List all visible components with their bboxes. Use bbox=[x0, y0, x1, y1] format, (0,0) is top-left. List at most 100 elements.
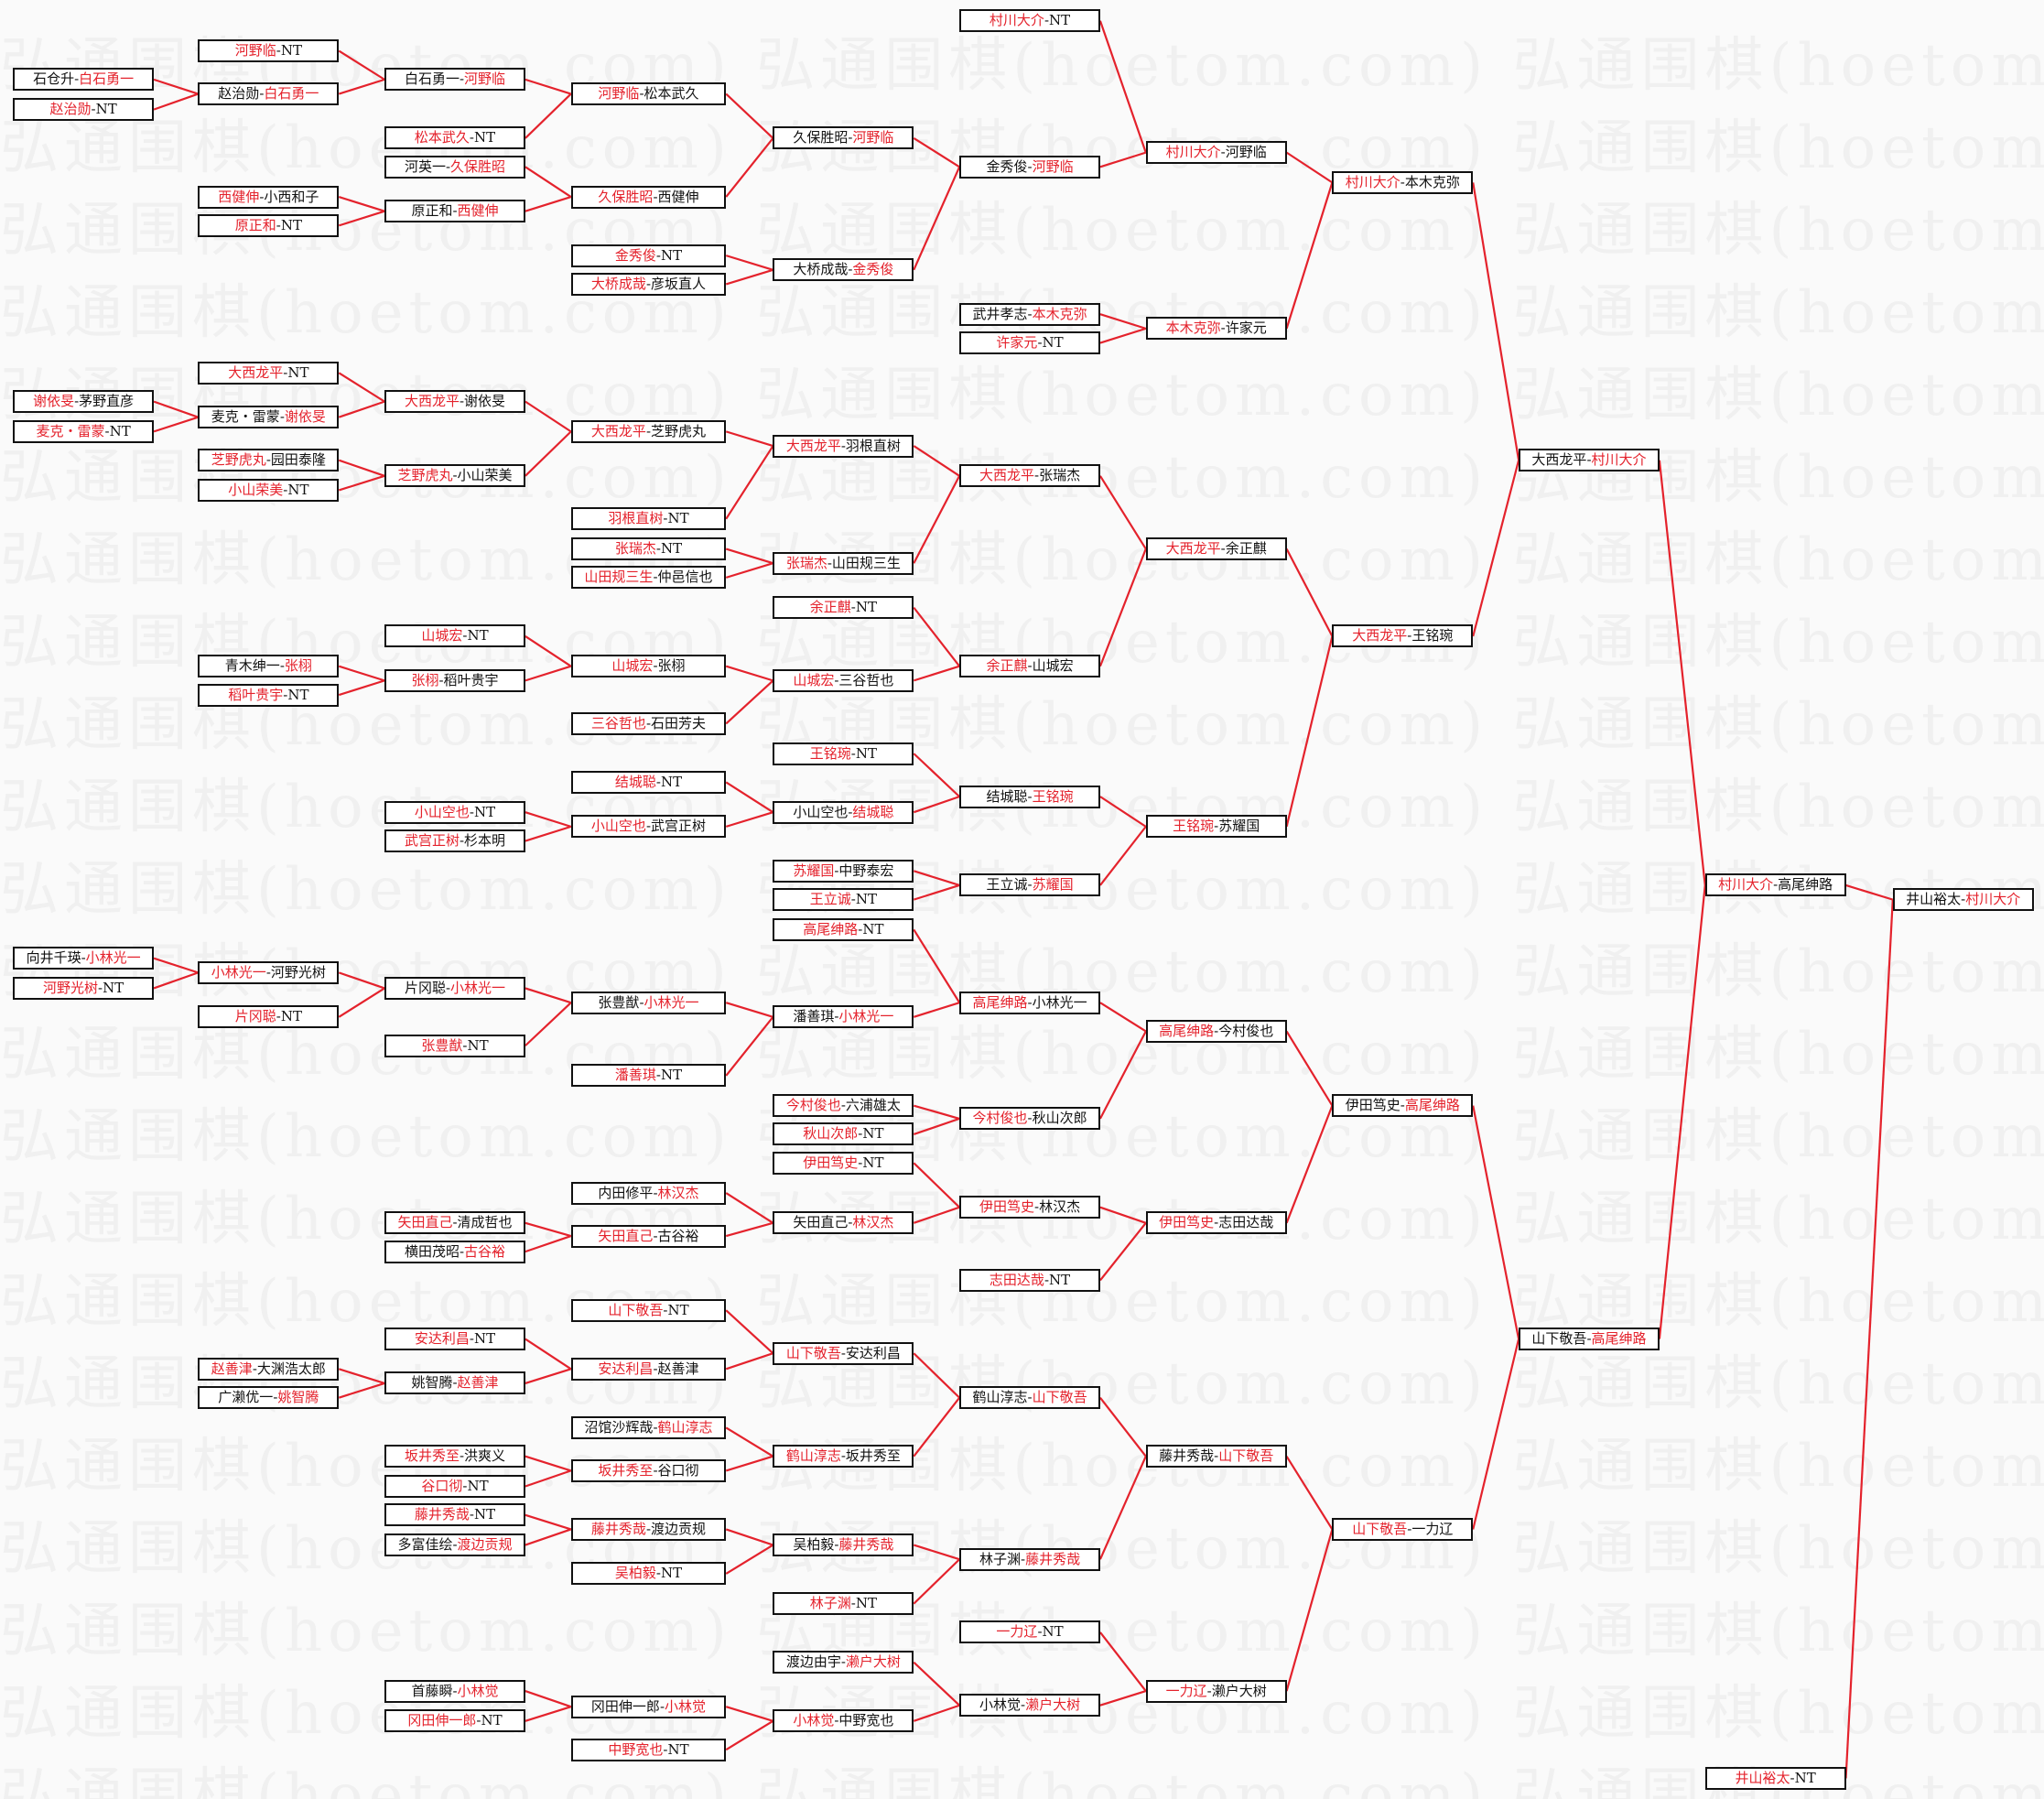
player-a: 林子渊 bbox=[809, 1595, 851, 1612]
player-b: 洪爽义 bbox=[464, 1447, 506, 1465]
separator: - bbox=[840, 1653, 846, 1671]
separator: - bbox=[663, 1740, 668, 1758]
separator: - bbox=[834, 1008, 839, 1025]
separator: - bbox=[1220, 144, 1226, 161]
connector-line bbox=[153, 400, 199, 418]
player-a: 高尾绅路 bbox=[803, 920, 859, 937]
player-a: 小山荣美 bbox=[228, 481, 284, 498]
separator: - bbox=[850, 1595, 856, 1612]
player-a: 芝野虎丸 bbox=[211, 451, 266, 469]
player-b: NT bbox=[667, 1301, 689, 1318]
player-b: 本木克弥 bbox=[1032, 305, 1087, 322]
connector-line bbox=[1099, 1631, 1147, 1692]
player-a: 渡边由宇 bbox=[785, 1653, 841, 1671]
match-box: 山城宏 - 张栩 bbox=[570, 655, 727, 678]
player-a: 山田规三生 bbox=[584, 569, 654, 586]
match-box: 金秀俊 - NT bbox=[570, 244, 727, 267]
connector-line bbox=[525, 78, 572, 95]
match-box: 林子渊 - 藤井秀哉 bbox=[959, 1547, 1100, 1571]
player-a: 大西龙平 bbox=[1531, 451, 1587, 469]
player-a: 山下敬吾 bbox=[608, 1301, 664, 1318]
separator: - bbox=[74, 70, 80, 88]
connector-line bbox=[338, 971, 385, 990]
player-a: 山下敬吾 bbox=[785, 1344, 841, 1361]
connector-line bbox=[913, 1206, 960, 1224]
connector-line bbox=[525, 1002, 572, 1046]
connector-line bbox=[725, 1544, 774, 1575]
connector-line bbox=[725, 811, 773, 828]
separator: - bbox=[653, 569, 658, 586]
player-a: 林子渊 bbox=[979, 1550, 1021, 1567]
player-b: 彦坂直人 bbox=[651, 275, 707, 292]
player-b: NT bbox=[467, 627, 489, 645]
separator: - bbox=[653, 1360, 658, 1377]
match-box: 山下敬吾 - 高尾绅路 bbox=[1519, 1328, 1660, 1351]
player-a: 结城聪 bbox=[614, 773, 656, 790]
separator: - bbox=[1034, 1198, 1040, 1216]
connector-line bbox=[1472, 182, 1520, 461]
player-b: NT bbox=[855, 1595, 877, 1612]
player-b: 谢依旻 bbox=[464, 393, 506, 410]
player-b: 村川大介 bbox=[1591, 451, 1647, 469]
connector-line bbox=[913, 870, 960, 887]
player-b: 安达利昌 bbox=[845, 1344, 901, 1361]
connector-line bbox=[525, 987, 572, 1004]
player-a: 小林觉 bbox=[793, 1712, 835, 1729]
separator: - bbox=[1027, 305, 1033, 322]
match-box: 多富佳绘 - 渡边贡规 bbox=[384, 1533, 525, 1557]
connector-line bbox=[1658, 884, 1706, 1339]
player-b: NT bbox=[667, 1740, 689, 1758]
connector-line bbox=[1844, 899, 1894, 1779]
match-box: 姚智腾 - 赵善津 bbox=[384, 1371, 525, 1395]
match-box: 河野临 - NT bbox=[198, 39, 340, 63]
connector-line bbox=[913, 1661, 960, 1707]
match-box: 苏耀国 - 中野泰宏 bbox=[773, 859, 914, 883]
separator: - bbox=[1214, 1214, 1219, 1231]
connector-line bbox=[725, 1455, 773, 1472]
match-box: 村川大介 - 高尾绅路 bbox=[1704, 873, 1846, 897]
connector-line bbox=[725, 781, 774, 814]
player-b: 古谷裕 bbox=[657, 1227, 699, 1244]
match-box: 中野宽也 - NT bbox=[570, 1738, 727, 1761]
match-box: 小山空也 - 结城聪 bbox=[773, 800, 914, 824]
player-a: 潘善琪 bbox=[793, 1008, 835, 1025]
separator: - bbox=[104, 422, 110, 439]
separator: - bbox=[653, 1418, 658, 1436]
match-box: 山下敬吾 - 一力辽 bbox=[1332, 1517, 1474, 1541]
match-box: 一力辽 - 濑户大树 bbox=[1145, 1679, 1287, 1703]
separator: - bbox=[1214, 818, 1219, 835]
connector-line bbox=[725, 1352, 773, 1371]
player-b: NT bbox=[660, 1565, 683, 1582]
match-box: 横田茂昭 - 古谷裕 bbox=[384, 1240, 525, 1263]
connector-line bbox=[1285, 1030, 1334, 1107]
player-a: 张豊猷 bbox=[421, 1036, 463, 1054]
match-box: 山城宏 - NT bbox=[384, 624, 525, 648]
match-box: 大西龙平 - 村川大介 bbox=[1519, 449, 1660, 472]
match-box: 矢田直己 - 清成哲也 bbox=[384, 1211, 525, 1235]
player-b: 白石勇一 bbox=[264, 85, 319, 103]
connector-line bbox=[913, 883, 960, 901]
player-a: 金秀俊 bbox=[986, 157, 1028, 175]
connector-line bbox=[725, 445, 774, 520]
player-b: 小林觉 bbox=[665, 1697, 707, 1715]
connector-line bbox=[1285, 548, 1334, 637]
player-b: NT bbox=[287, 363, 309, 381]
connector-line bbox=[1099, 1002, 1147, 1033]
match-box: 赵治勋 - NT bbox=[13, 98, 155, 122]
player-b: 渡边贡规 bbox=[651, 1520, 707, 1537]
connector-line bbox=[913, 1352, 960, 1399]
connector-line bbox=[725, 1719, 774, 1751]
player-a: 中野宽也 bbox=[608, 1740, 664, 1758]
player-a: 潘善琪 bbox=[614, 1067, 656, 1084]
match-box: 沼馆沙辉哉 - 鹤山淳志 bbox=[570, 1415, 727, 1439]
match-box: 矢田直己 - 古谷裕 bbox=[570, 1224, 727, 1248]
separator: - bbox=[279, 408, 285, 426]
separator: - bbox=[834, 1536, 839, 1554]
separator: - bbox=[462, 1036, 468, 1054]
separator: - bbox=[850, 744, 856, 762]
separator: - bbox=[452, 467, 458, 484]
match-box: 张栩 - 稻叶贵宇 bbox=[384, 668, 525, 692]
player-b: 河野临 bbox=[1032, 157, 1074, 175]
player-a: 余正麒 bbox=[986, 657, 1028, 675]
